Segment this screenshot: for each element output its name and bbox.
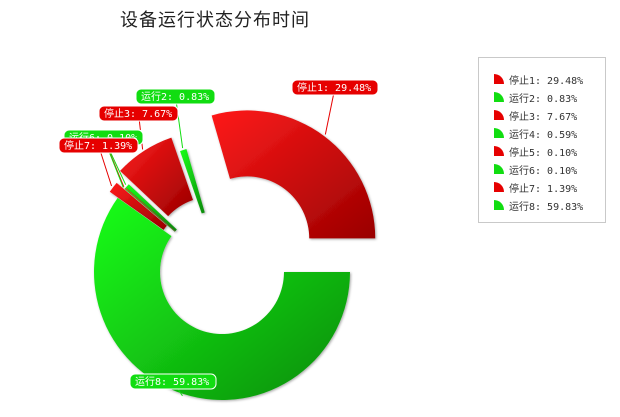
legend-label: 停止7: 1.39% — [509, 180, 577, 195]
legend-swatch-icon — [493, 73, 505, 85]
slice-label-text-8: 运行8: 59.83% — [135, 375, 209, 388]
legend-label: 运行6: 0.10% — [509, 162, 577, 177]
legend-swatch-icon — [493, 163, 505, 175]
legend-item-6[interactable]: 运行6: 0.10% — [493, 160, 605, 178]
slice-label-text-2: 运行2: 0.83% — [141, 90, 209, 103]
legend-label: 停止5: 0.10% — [509, 144, 577, 159]
slice-label-8: 运行8: 59.83% — [130, 374, 216, 389]
legend-swatch-icon — [493, 181, 505, 193]
legend-label: 运行8: 59.83% — [509, 198, 583, 213]
slice-label-7: 停止7: 1.39% — [59, 138, 138, 153]
legend-swatch-icon — [493, 145, 505, 157]
legend-item-8[interactable]: 运行8: 59.83% — [493, 196, 605, 214]
slice-label-text-3: 停止3: 7.67% — [104, 107, 172, 120]
legend-item-4[interactable]: 运行4: 0.59% — [493, 124, 605, 142]
legend-swatch-icon — [493, 109, 505, 121]
legend-label: 停止3: 7.67% — [509, 108, 577, 123]
legend-label: 停止1: 29.48% — [509, 72, 583, 87]
legend-item-3[interactable]: 停止3: 7.67% — [493, 106, 605, 124]
slice-label-3: 停止3: 7.67% — [99, 106, 178, 121]
legend-item-2[interactable]: 运行2: 0.83% — [493, 88, 605, 106]
legend-item-7[interactable]: 停止7: 1.39% — [493, 178, 605, 196]
legend-label: 运行4: 0.59% — [509, 126, 577, 141]
slice-label-text-7: 停止7: 1.39% — [64, 139, 132, 152]
slice-label-2: 运行2: 0.83% — [136, 89, 215, 104]
legend-swatch-icon — [493, 127, 505, 139]
chart-legend: 停止1: 29.48% 运行2: 0.83% 停止3: 7.67% 运行4: 0.59… — [478, 57, 606, 223]
slice-label-text-1: 停止1: 29.48% — [297, 81, 371, 94]
legend-item-1[interactable]: 停止1: 29.48% — [493, 70, 605, 88]
legend-label: 运行2: 0.83% — [509, 90, 577, 105]
legend-item-5[interactable]: 停止5: 0.10% — [493, 142, 605, 160]
legend-swatch-icon — [493, 91, 505, 103]
slice-label-1: 停止1: 29.48% — [292, 80, 378, 95]
pie-slice-1[interactable] — [212, 110, 376, 238]
legend-swatch-icon — [493, 199, 505, 211]
